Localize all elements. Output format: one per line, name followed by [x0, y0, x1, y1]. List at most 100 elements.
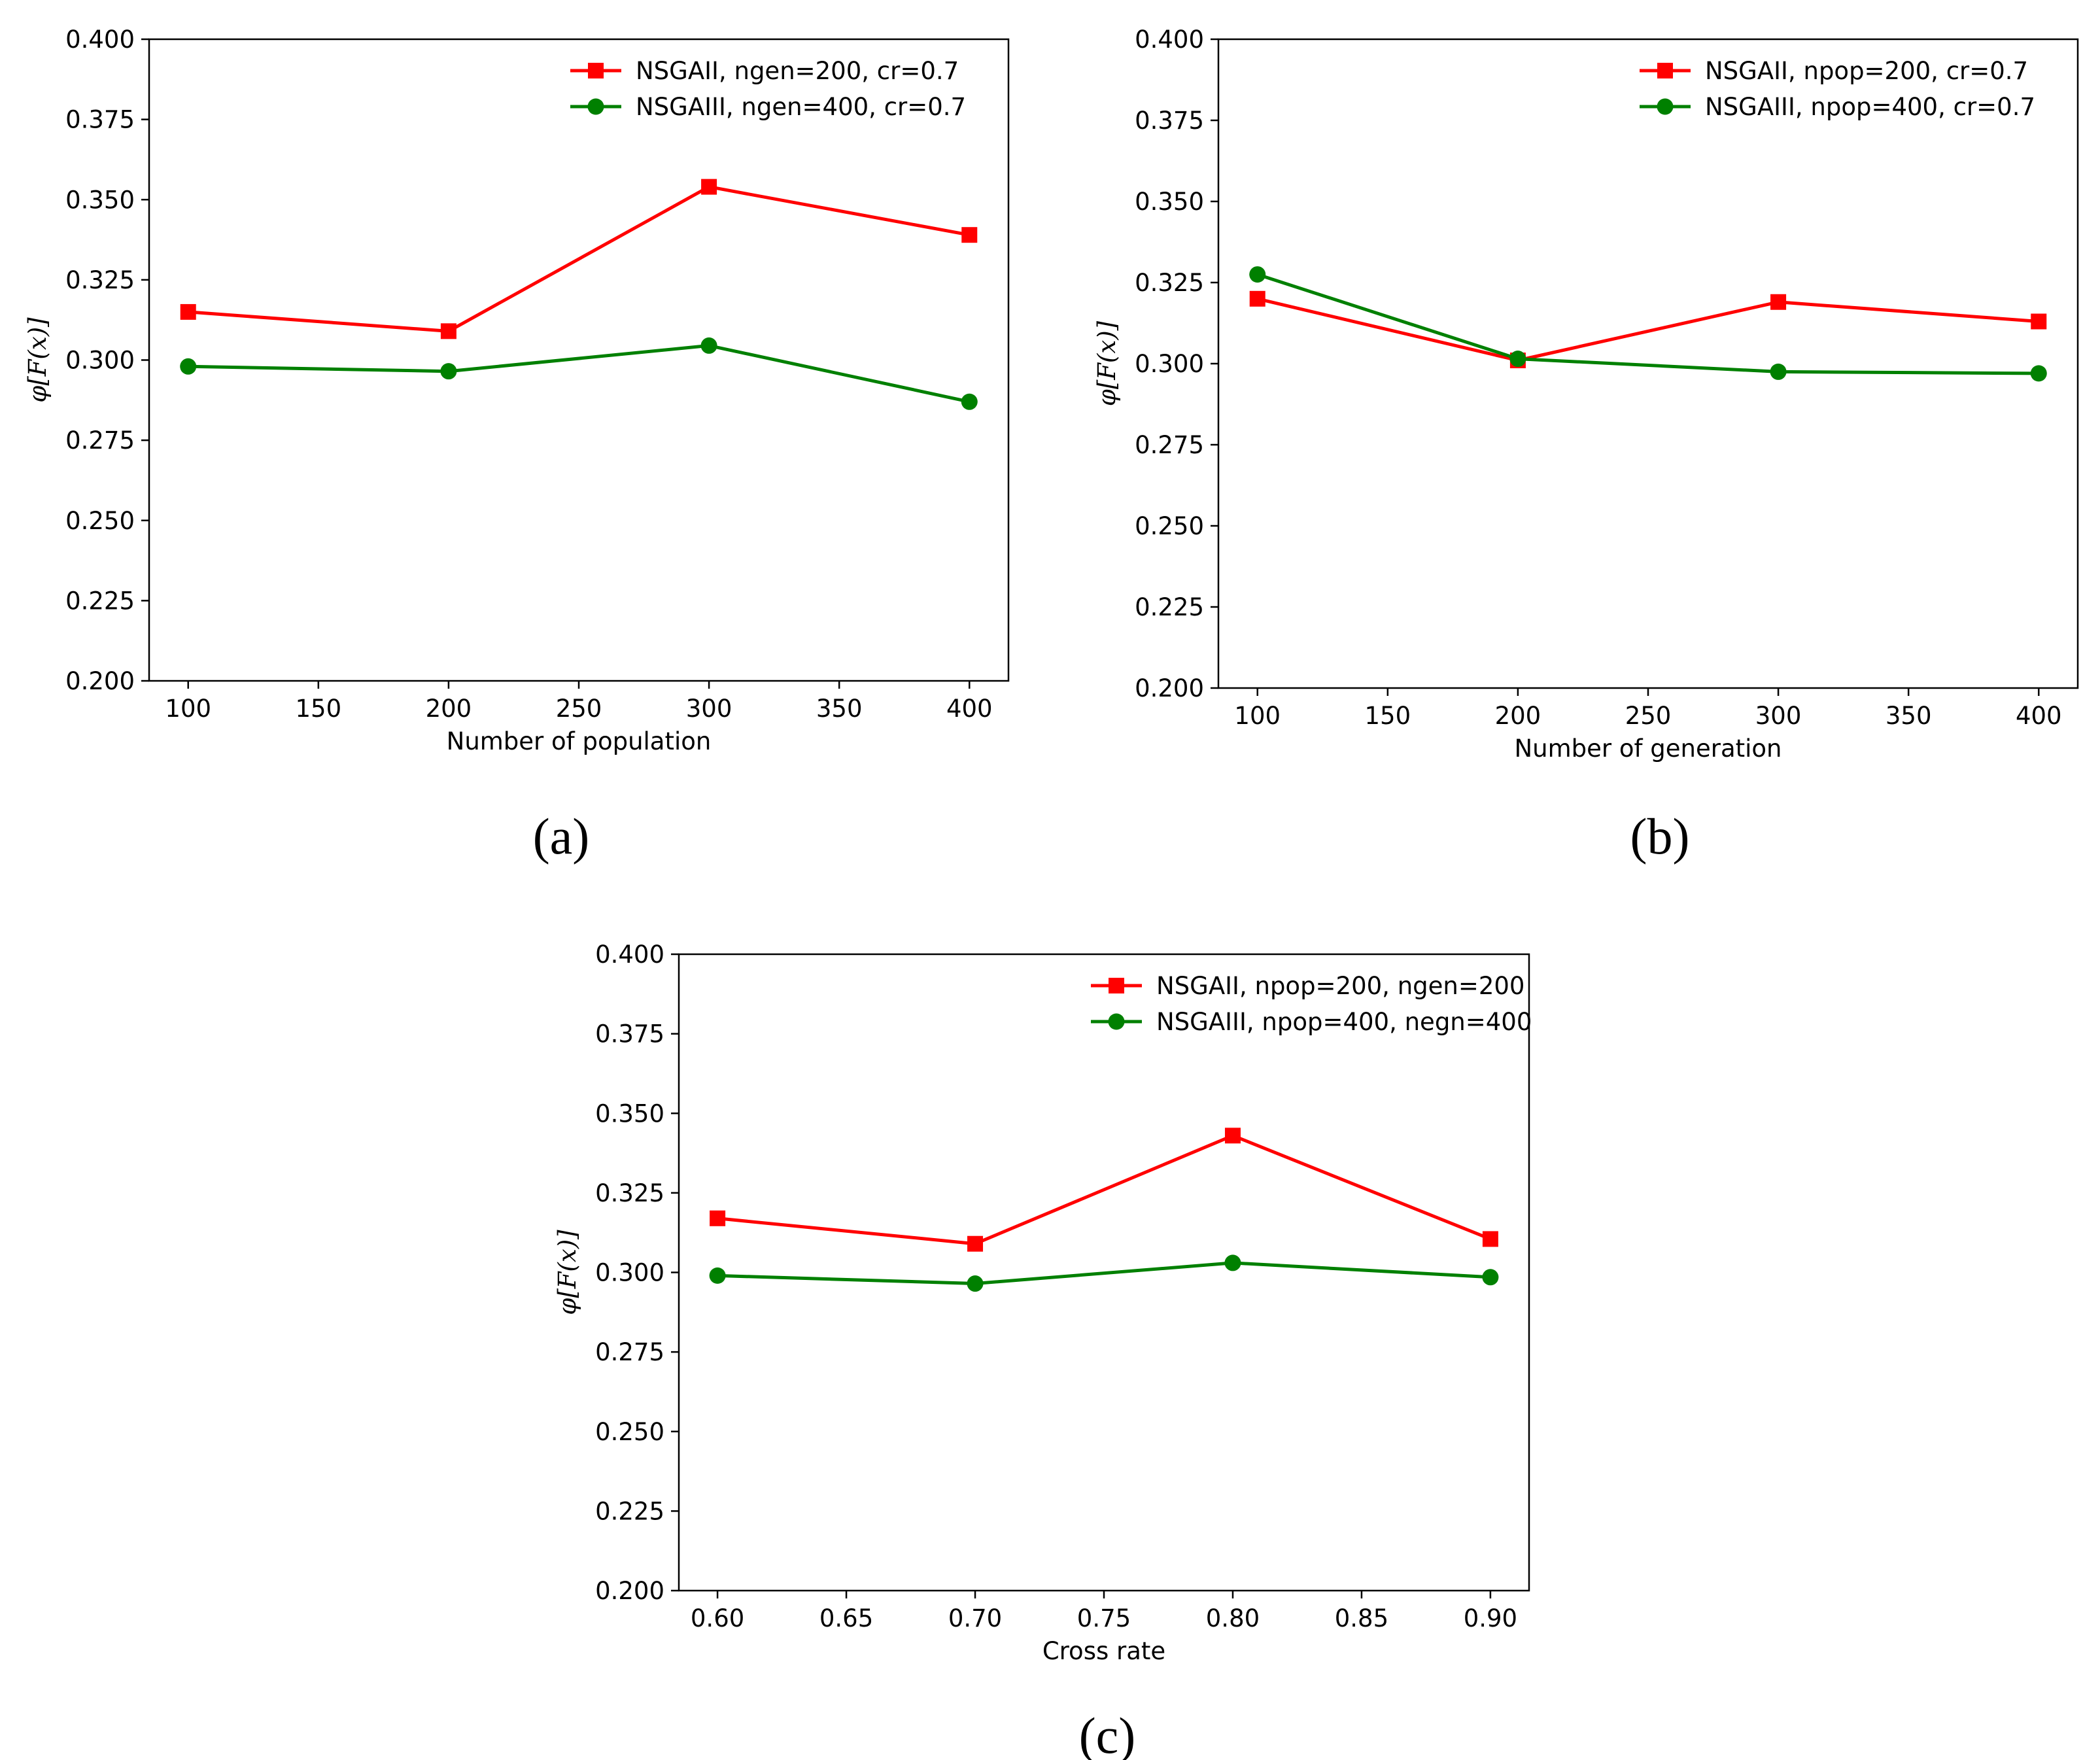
data-point-circle	[1249, 266, 1266, 283]
data-point-square	[1224, 1128, 1241, 1144]
data-point-square	[1249, 290, 1265, 307]
y-tick-label: 0.250	[595, 1418, 664, 1446]
y-tick-label: 0.225	[595, 1497, 664, 1525]
x-tick-label: 200	[426, 695, 472, 723]
x-tick-label: 0.80	[1206, 1604, 1260, 1632]
x-axis-label: Number of population	[447, 727, 712, 755]
legend-marker-circle	[587, 98, 604, 115]
y-tick-label: 0.200	[595, 1577, 664, 1605]
data-point-circle	[1770, 363, 1787, 380]
data-point-circle	[440, 363, 457, 380]
y-tick-label: 0.300	[1135, 350, 1204, 378]
x-tick-label: 250	[556, 695, 602, 723]
panel-caption: (c)	[1079, 1707, 1136, 1760]
series-line-1	[188, 185, 970, 333]
data-point-circle	[1509, 351, 1526, 368]
data-point-square	[710, 1210, 726, 1226]
x-tick-label: 350	[1885, 702, 1932, 730]
x-tick-label: 100	[165, 695, 211, 723]
panel-caption: (b)	[1630, 808, 1690, 865]
x-tick-label: 400	[946, 695, 993, 723]
y-tick-label: 0.275	[1135, 431, 1204, 459]
x-tick-label: 350	[816, 695, 863, 723]
y-tick-label: 0.225	[65, 587, 135, 615]
data-point-circle	[961, 393, 978, 410]
chart-panel-1: 0.200 0.225 0.250 0.275 0.300 0.325 0.350 0.375…	[24, 26, 1010, 865]
data-point-square	[967, 1235, 984, 1252]
y-tick-label: 0.325	[65, 266, 135, 294]
x-tick-label: 0.90	[1464, 1604, 1517, 1632]
y-tick-label: 0.325	[1135, 269, 1204, 297]
y-tick-label: 0.400	[1135, 26, 1204, 54]
y-tick-label: 0.325	[595, 1179, 664, 1207]
data-point-circle	[180, 358, 197, 375]
y-tick-label: 0.225	[1135, 593, 1204, 621]
y-tick-label: 0.200	[1135, 674, 1204, 702]
data-point-square	[1770, 294, 1787, 310]
data-point-circle	[1224, 1254, 1241, 1271]
x-tick-label: 150	[296, 695, 342, 723]
series-line-1	[1257, 297, 2039, 362]
chart-panel-2: 0.200 0.225 0.250 0.275 0.300 0.325 0.350 0.375…	[1093, 26, 2079, 865]
y-tick-label: 0.375	[1135, 107, 1204, 135]
chart-panel-3: 0.200 0.225 0.250 0.275 0.300 0.325 0.350 0.375…	[553, 940, 1532, 1760]
x-tick-label: 150	[1365, 702, 1411, 730]
x-tick-label: 0.60	[691, 1604, 744, 1632]
panel-caption: (a)	[533, 808, 590, 865]
y-tick-label: 0.275	[595, 1338, 664, 1366]
legend-marker-square	[588, 63, 604, 78]
data-point-circle	[967, 1275, 984, 1292]
x-tick-label: 400	[2016, 702, 2062, 730]
y-tick-label: 0.350	[595, 1099, 664, 1128]
legend-marker-circle	[1657, 98, 1674, 115]
y-tick-label: 0.250	[65, 507, 135, 535]
legend-label: NSGAII, npop=200, ngen=200	[1156, 972, 1524, 1000]
series-line-2	[717, 1261, 1491, 1285]
data-point-square	[2031, 313, 2047, 330]
legend-label: NSGAII, ngen=200, cr=0.7	[636, 57, 959, 85]
x-tick-label: 0.75	[1077, 1604, 1131, 1632]
legend-label: NSGAIII, ngen=400, cr=0.7	[636, 93, 966, 121]
x-tick-label: 0.85	[1335, 1604, 1388, 1632]
data-point-square	[961, 227, 978, 243]
data-point-circle	[700, 337, 717, 354]
y-tick-label: 0.350	[1135, 188, 1204, 216]
legend-marker-square	[1109, 978, 1124, 993]
y-tick-label: 0.350	[65, 186, 135, 214]
y-tick-label: 0.375	[595, 1020, 664, 1048]
legend-marker-circle	[1108, 1013, 1125, 1030]
series-line-2	[188, 343, 970, 404]
y-axis-label: φ[F(x)]	[553, 1230, 581, 1315]
y-tick-label: 0.300	[595, 1259, 664, 1287]
x-tick-label: 250	[1625, 702, 1672, 730]
series-line-1	[717, 1133, 1491, 1246]
data-point-circle	[1482, 1269, 1499, 1286]
data-point-circle	[2030, 365, 2047, 382]
y-tick-label: 0.200	[65, 667, 135, 695]
y-axis-label: φ[F(x)]	[1093, 320, 1121, 406]
y-tick-label: 0.400	[65, 26, 135, 54]
data-point-circle	[709, 1267, 726, 1284]
y-tick-label: 0.400	[595, 940, 664, 969]
y-tick-label: 0.250	[1135, 512, 1204, 540]
data-point-square	[180, 303, 196, 320]
y-axis-label: φ[F(x)]	[24, 317, 52, 403]
x-tick-label: 100	[1234, 702, 1281, 730]
y-tick-label: 0.275	[65, 426, 135, 455]
x-tick-label: 0.70	[948, 1604, 1002, 1632]
x-tick-label: 300	[686, 695, 732, 723]
legend-label: NSGAII, npop=200, cr=0.7	[1705, 57, 2028, 85]
data-point-square	[1482, 1231, 1498, 1247]
legend-marker-square	[1657, 63, 1673, 78]
x-tick-label: 300	[1755, 702, 1802, 730]
y-tick-label: 0.375	[65, 106, 135, 134]
x-axis-label: Cross rate	[1042, 1637, 1165, 1665]
x-tick-label: 0.65	[819, 1604, 873, 1632]
data-point-square	[440, 323, 456, 339]
series-line-2	[1256, 273, 2039, 375]
x-tick-label: 200	[1495, 702, 1541, 730]
x-axis-label: Number of generation	[1514, 734, 1782, 763]
y-tick-label: 0.300	[65, 347, 135, 375]
data-point-square	[701, 179, 717, 195]
